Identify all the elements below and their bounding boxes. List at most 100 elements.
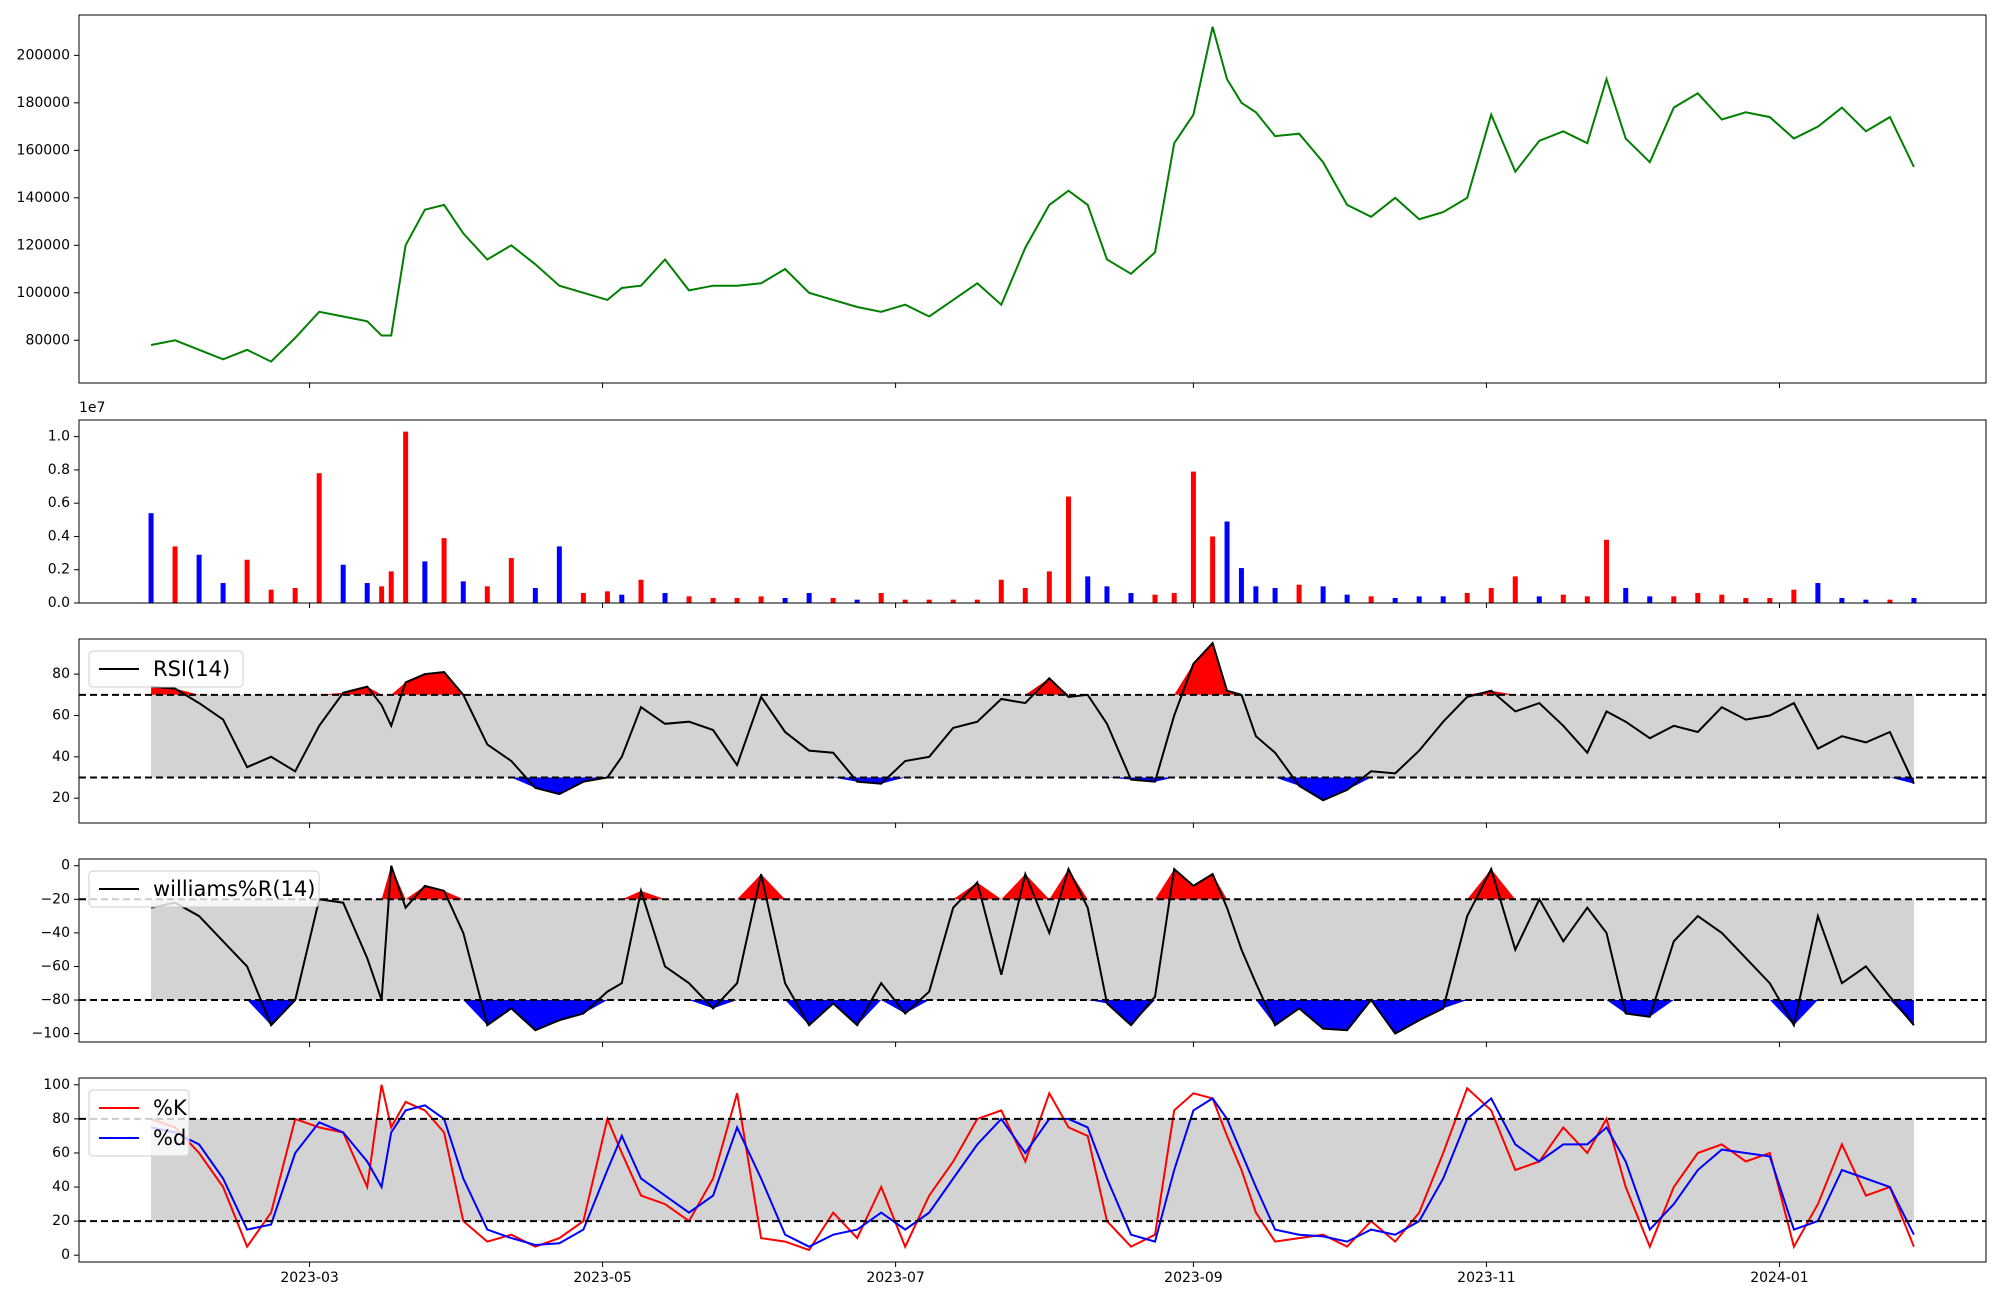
y-tick-label: 0.4 bbox=[48, 528, 70, 544]
d-line bbox=[150, 1096, 1915, 1248]
volume-bar bbox=[268, 589, 274, 603]
x-tick-label: 2023-11 bbox=[1457, 1270, 1516, 1286]
y-tick-label: 0 bbox=[61, 1247, 70, 1263]
indicator-line bbox=[151, 641, 1915, 802]
y-tick-label: −20 bbox=[40, 891, 70, 907]
volume-bar bbox=[292, 588, 298, 603]
volume-bar bbox=[686, 596, 692, 603]
legend-box bbox=[88, 1089, 190, 1157]
y-tick-label: −100 bbox=[32, 1026, 70, 1042]
y-tick-label: 60 bbox=[52, 1145, 70, 1161]
overbought-fill bbox=[151, 643, 1914, 695]
volume-bar bbox=[1647, 596, 1653, 603]
neutral-band bbox=[151, 694, 1914, 778]
volume-bar bbox=[1536, 596, 1542, 603]
volume-bar bbox=[1767, 598, 1773, 603]
volume-bar bbox=[1272, 588, 1278, 603]
x-tick-label: 2023-09 bbox=[1164, 1270, 1223, 1286]
volume-bar bbox=[1190, 471, 1196, 603]
volume-bar bbox=[638, 579, 644, 603]
legend-label: %K bbox=[153, 1096, 188, 1120]
volume-bar bbox=[556, 546, 562, 603]
axes-frame bbox=[78, 1077, 1987, 1263]
volume-bar bbox=[806, 593, 812, 603]
y-tick-label: −40 bbox=[40, 925, 70, 941]
y-tick-label: 80 bbox=[52, 666, 70, 682]
neutral-band bbox=[151, 899, 1914, 1001]
volume-bar bbox=[1128, 593, 1134, 603]
volume-bar bbox=[1416, 596, 1422, 603]
volume-bar bbox=[619, 594, 625, 603]
y-tick-label: 80 bbox=[52, 1111, 70, 1127]
y-tick-label: 40 bbox=[52, 1179, 70, 1195]
y-tick-label: −80 bbox=[40, 992, 70, 1008]
neutral-band bbox=[151, 1118, 1914, 1222]
axes-frame bbox=[78, 638, 1987, 824]
volume-bar bbox=[1815, 583, 1821, 603]
volume-bar bbox=[1695, 593, 1701, 603]
volume-bar bbox=[710, 598, 716, 603]
volume-bar bbox=[1210, 536, 1216, 603]
volume-bar bbox=[1512, 576, 1518, 603]
volume-bar bbox=[1671, 596, 1677, 603]
volume-bar bbox=[1863, 599, 1869, 603]
volume-bar bbox=[484, 586, 490, 603]
x-tick-label: 2023-05 bbox=[573, 1270, 632, 1286]
legend: RSI(14) bbox=[88, 650, 244, 688]
volume-bar bbox=[1320, 586, 1326, 603]
volume-bar bbox=[1743, 598, 1749, 603]
indicator-line bbox=[150, 865, 1915, 1035]
volume-bar bbox=[364, 583, 370, 603]
panel-3: 20 40 60 80 RSI(14) bbox=[52, 638, 1987, 828]
volume-bar bbox=[379, 586, 385, 603]
y-tick-label: 180000 bbox=[17, 95, 70, 111]
price-line bbox=[150, 26, 1915, 363]
volume-bar bbox=[1604, 539, 1610, 603]
y-tick-label: 0 bbox=[61, 858, 70, 874]
volume-bar bbox=[974, 599, 980, 603]
y-tick-label: 0.6 bbox=[48, 495, 70, 511]
panel-5: 0 20 40 60 80 100 2023-03 2023-05 2023-07 2023-09… bbox=[43, 1077, 1987, 1286]
volume-bar bbox=[1104, 586, 1110, 603]
volume-bar bbox=[1066, 496, 1072, 603]
y-tick-label: 20 bbox=[52, 1213, 70, 1229]
x-tick-label: 2023-07 bbox=[866, 1270, 925, 1286]
volume-bar bbox=[1344, 594, 1350, 603]
y-tick-label: 100000 bbox=[17, 285, 70, 301]
legend-box bbox=[88, 650, 244, 688]
oversold-fill bbox=[151, 777, 1914, 801]
y-tick-label: −60 bbox=[40, 958, 70, 974]
legend-label: RSI(14) bbox=[153, 657, 230, 681]
volume-bar bbox=[1464, 593, 1470, 603]
y-tick-label: 140000 bbox=[17, 190, 70, 206]
volume-bar bbox=[340, 564, 346, 603]
volume-bar bbox=[1887, 599, 1893, 603]
volume-bar bbox=[1152, 594, 1158, 603]
volume-bar bbox=[854, 599, 860, 603]
y-tick-label: 1.0 bbox=[48, 429, 70, 445]
y-tick-label: 80000 bbox=[25, 332, 70, 348]
y-tick-label: 160000 bbox=[17, 142, 70, 158]
volume-bar bbox=[926, 599, 932, 603]
legend-box bbox=[88, 870, 320, 908]
y-tick-label: 0.0 bbox=[48, 595, 70, 611]
volume-bar bbox=[1046, 571, 1052, 603]
volume-bar bbox=[508, 558, 514, 603]
volume-bar bbox=[1488, 588, 1494, 603]
volume-bar bbox=[316, 473, 322, 603]
volume-bar bbox=[441, 538, 447, 603]
volume-bar bbox=[1224, 521, 1230, 603]
y-tick-label: 0.8 bbox=[48, 462, 70, 478]
axes-frame bbox=[78, 14, 1987, 384]
volume-bar bbox=[1719, 594, 1725, 603]
legend: williams%R(14) bbox=[88, 870, 320, 908]
panel-4: −100 −80 −60 −40 −20 0 williams%R(14) bbox=[32, 858, 1987, 1047]
volume-bar bbox=[1911, 598, 1917, 603]
y-tick-label: 100 bbox=[43, 1077, 70, 1093]
legend-label: williams%R(14) bbox=[153, 877, 315, 901]
y-tick-label: 20 bbox=[52, 790, 70, 806]
volume-bar bbox=[950, 599, 956, 603]
volume-bar bbox=[1368, 596, 1374, 603]
x-tick-label: 2023-03 bbox=[280, 1270, 339, 1286]
